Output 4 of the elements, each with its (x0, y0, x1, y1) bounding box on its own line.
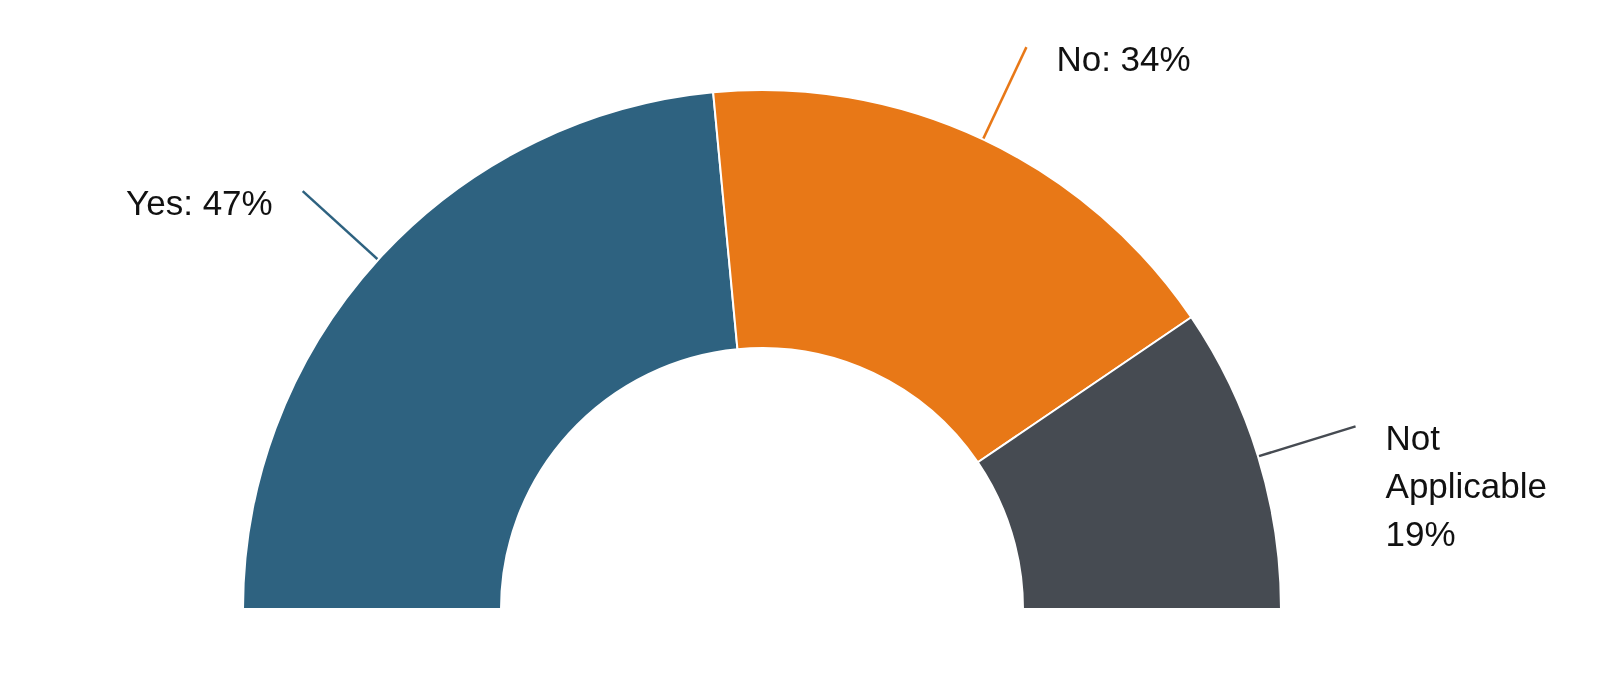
slice-label: Yes: 47% (126, 182, 273, 222)
slice-label: No: 34% (1056, 38, 1191, 78)
slice-label: Not Applicable (1385, 417, 1548, 505)
data-label: 19% (1385, 513, 1456, 553)
